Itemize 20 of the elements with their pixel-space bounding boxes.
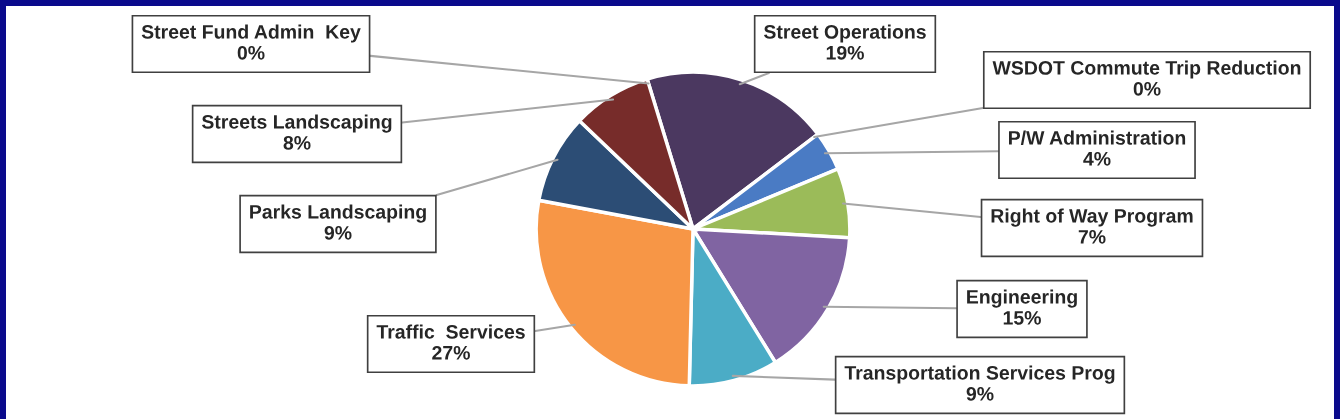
data-label: 4% bbox=[1083, 151, 1111, 166]
category-label: WSDOT Commute Trip Reduction bbox=[992, 60, 1301, 79]
slice-label: Traffic Services bbox=[376, 324, 525, 339]
data-label: 8% bbox=[283, 135, 311, 150]
slice-label: Right of Way Program bbox=[991, 208, 1193, 227]
slice-label: Parks Landscaping bbox=[250, 204, 426, 223]
slice-label: P/W Administration bbox=[1009, 130, 1186, 145]
data-label: 9% bbox=[966, 386, 994, 401]
text: 0% bbox=[237, 45, 265, 60]
data-label: 27% bbox=[432, 345, 470, 360]
text: 0% bbox=[1133, 81, 1161, 96]
category-label: Street Fund Admin Key bbox=[141, 24, 361, 43]
data-label: 9% bbox=[324, 225, 352, 240]
data-label: 15% bbox=[1003, 311, 1041, 325]
slice-label: Transportation Services Prog bbox=[844, 365, 1115, 384]
slice-label: Streets Landscaping bbox=[201, 114, 392, 133]
data-label: 19% bbox=[826, 45, 864, 60]
slice-label: Street Operations bbox=[763, 24, 926, 43]
data-label: 7% bbox=[1078, 230, 1106, 244]
slice-label: Engineering bbox=[967, 289, 1077, 308]
